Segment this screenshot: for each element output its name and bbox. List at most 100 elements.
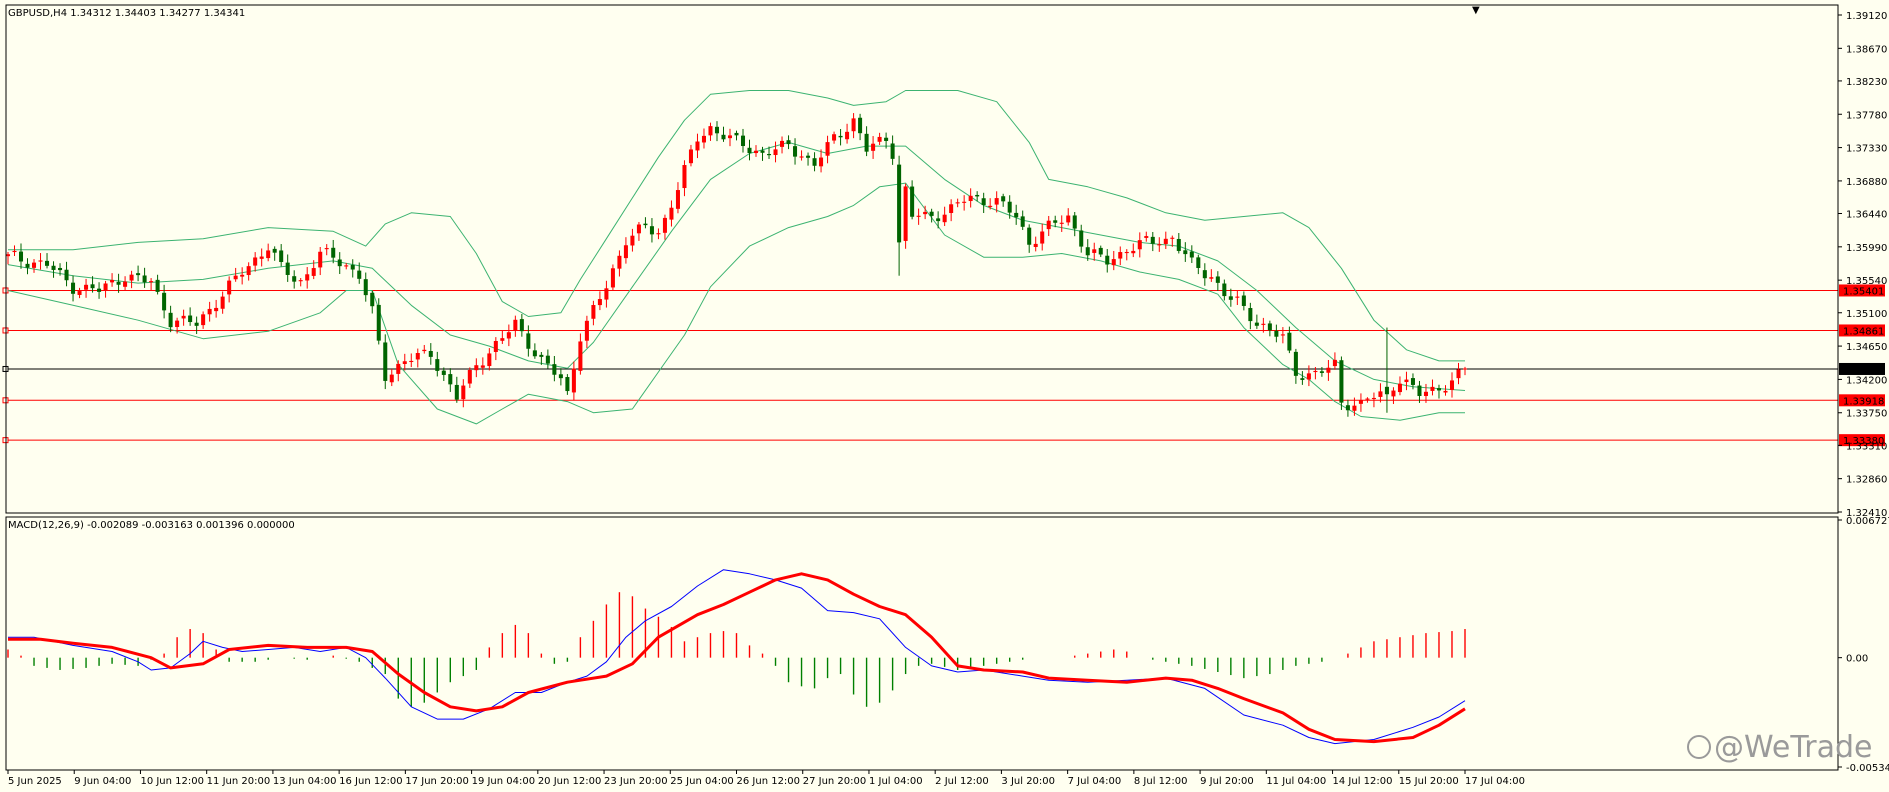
candle-body: [1170, 237, 1175, 239]
candle-body: [1196, 257, 1201, 268]
candle-body: [357, 270, 362, 279]
candle-body: [266, 250, 271, 259]
candle-body: [897, 164, 902, 243]
candle-body: [1423, 391, 1428, 396]
candle-body: [1456, 369, 1461, 379]
candle-body: [402, 361, 407, 364]
candle-body: [864, 133, 869, 152]
candle-body: [389, 374, 394, 383]
candle-body: [97, 288, 102, 292]
candle-body: [1313, 370, 1318, 373]
candle-body: [474, 365, 479, 371]
level-price-label: 1.33380: [1843, 436, 1884, 447]
candle-body: [1332, 359, 1337, 367]
candle-body: [630, 235, 635, 246]
candle-body: [1066, 215, 1071, 223]
candle-body: [272, 248, 277, 253]
candle-body: [890, 143, 895, 159]
candle-body: [942, 214, 947, 223]
candle-body: [962, 201, 967, 203]
candle-body: [708, 126, 713, 136]
candle-body: [1033, 243, 1038, 248]
candle-body: [12, 250, 17, 253]
candle-body: [734, 132, 739, 136]
candle-body: [305, 274, 310, 281]
candle-body: [812, 158, 817, 166]
candle-body: [71, 282, 76, 294]
candle-body: [539, 354, 544, 357]
candle-body: [376, 304, 381, 341]
candle-body: [1443, 390, 1448, 393]
time-tick-label: 13 Jun 04:00: [273, 776, 337, 787]
candle-body: [129, 274, 134, 281]
candle-body: [1319, 371, 1324, 373]
candle-body: [858, 117, 863, 134]
candle-body: [695, 141, 700, 151]
candle-body: [370, 292, 375, 307]
candle-body: [331, 247, 336, 258]
candle-body: [1215, 276, 1220, 283]
price-tick-label: 1.36880: [1846, 177, 1887, 188]
price-tick-label: 1.34650: [1846, 342, 1887, 353]
time-tick-label: 11 Jun 20:00: [207, 776, 271, 787]
candle-body: [1365, 398, 1370, 400]
macd-tick-label: 0.006727: [1846, 516, 1889, 527]
candle-body: [487, 353, 492, 367]
level-price-label: 1.35401: [1843, 286, 1884, 297]
price-panel[interactable]: 1.35401 1.34861 1.34341 1.33918 1.33380: [2, 90, 1885, 448]
candle-body: [643, 223, 648, 226]
candle-body: [1222, 283, 1227, 297]
candle-body: [285, 262, 290, 275]
time-tick-label: 15 Jul 20:00: [1399, 776, 1459, 787]
candle-body: [324, 248, 329, 250]
candle-body: [162, 292, 167, 311]
candle-body: [1274, 330, 1279, 337]
candle-body: [207, 308, 212, 315]
candle-body: [1189, 251, 1194, 258]
candle-body: [136, 273, 141, 276]
candle-body: [1462, 368, 1468, 370]
candle-body: [1059, 222, 1064, 224]
candle-body: [1449, 380, 1455, 390]
time-tick-label: 14 Jul 12:00: [1333, 776, 1393, 787]
time-tick-label: 27 Jun 20:00: [803, 776, 867, 787]
candle-body: [1358, 400, 1363, 404]
candle-body: [929, 211, 934, 216]
candle-body: [259, 256, 264, 259]
candle-body: [116, 281, 121, 285]
candle-body: [767, 154, 772, 156]
candle-body: [1391, 390, 1396, 397]
candle-body: [1280, 334, 1285, 336]
price-tick-label: 1.37330: [1846, 144, 1887, 155]
time-tick-label: 25 Jun 04:00: [670, 776, 734, 787]
candle-body: [753, 150, 759, 154]
macd-panel[interactable]: [7, 569, 1466, 745]
candle-body: [806, 155, 811, 158]
candle-body: [383, 342, 388, 381]
candle-body: [610, 268, 615, 288]
candle-body: [77, 291, 82, 295]
candle-body: [636, 224, 641, 234]
candle-body: [662, 217, 667, 233]
candle-body: [780, 140, 785, 147]
candle-body: [584, 320, 589, 341]
candle-body: [832, 134, 837, 141]
candle-body: [597, 299, 602, 306]
candle-body: [337, 259, 342, 267]
candle-body: [910, 186, 915, 217]
candle-body: [916, 215, 921, 217]
candle-body: [825, 142, 830, 156]
candle-body: [441, 370, 446, 375]
level-price-label: 1.33918: [1843, 396, 1884, 407]
candle-body: [38, 260, 43, 262]
price-chart-header: GBPUSD,H4 1.34312 1.34403 1.34277 1.3434…: [8, 8, 245, 19]
candle-body: [513, 319, 518, 331]
candle-body: [1079, 230, 1084, 247]
level-price-tag: [1839, 362, 1885, 375]
candle-body: [1430, 386, 1435, 391]
candle-body: [188, 315, 193, 323]
price-tick-label: 1.35990: [1846, 243, 1887, 254]
candle-body: [1384, 386, 1389, 395]
candle-body: [1085, 247, 1090, 256]
